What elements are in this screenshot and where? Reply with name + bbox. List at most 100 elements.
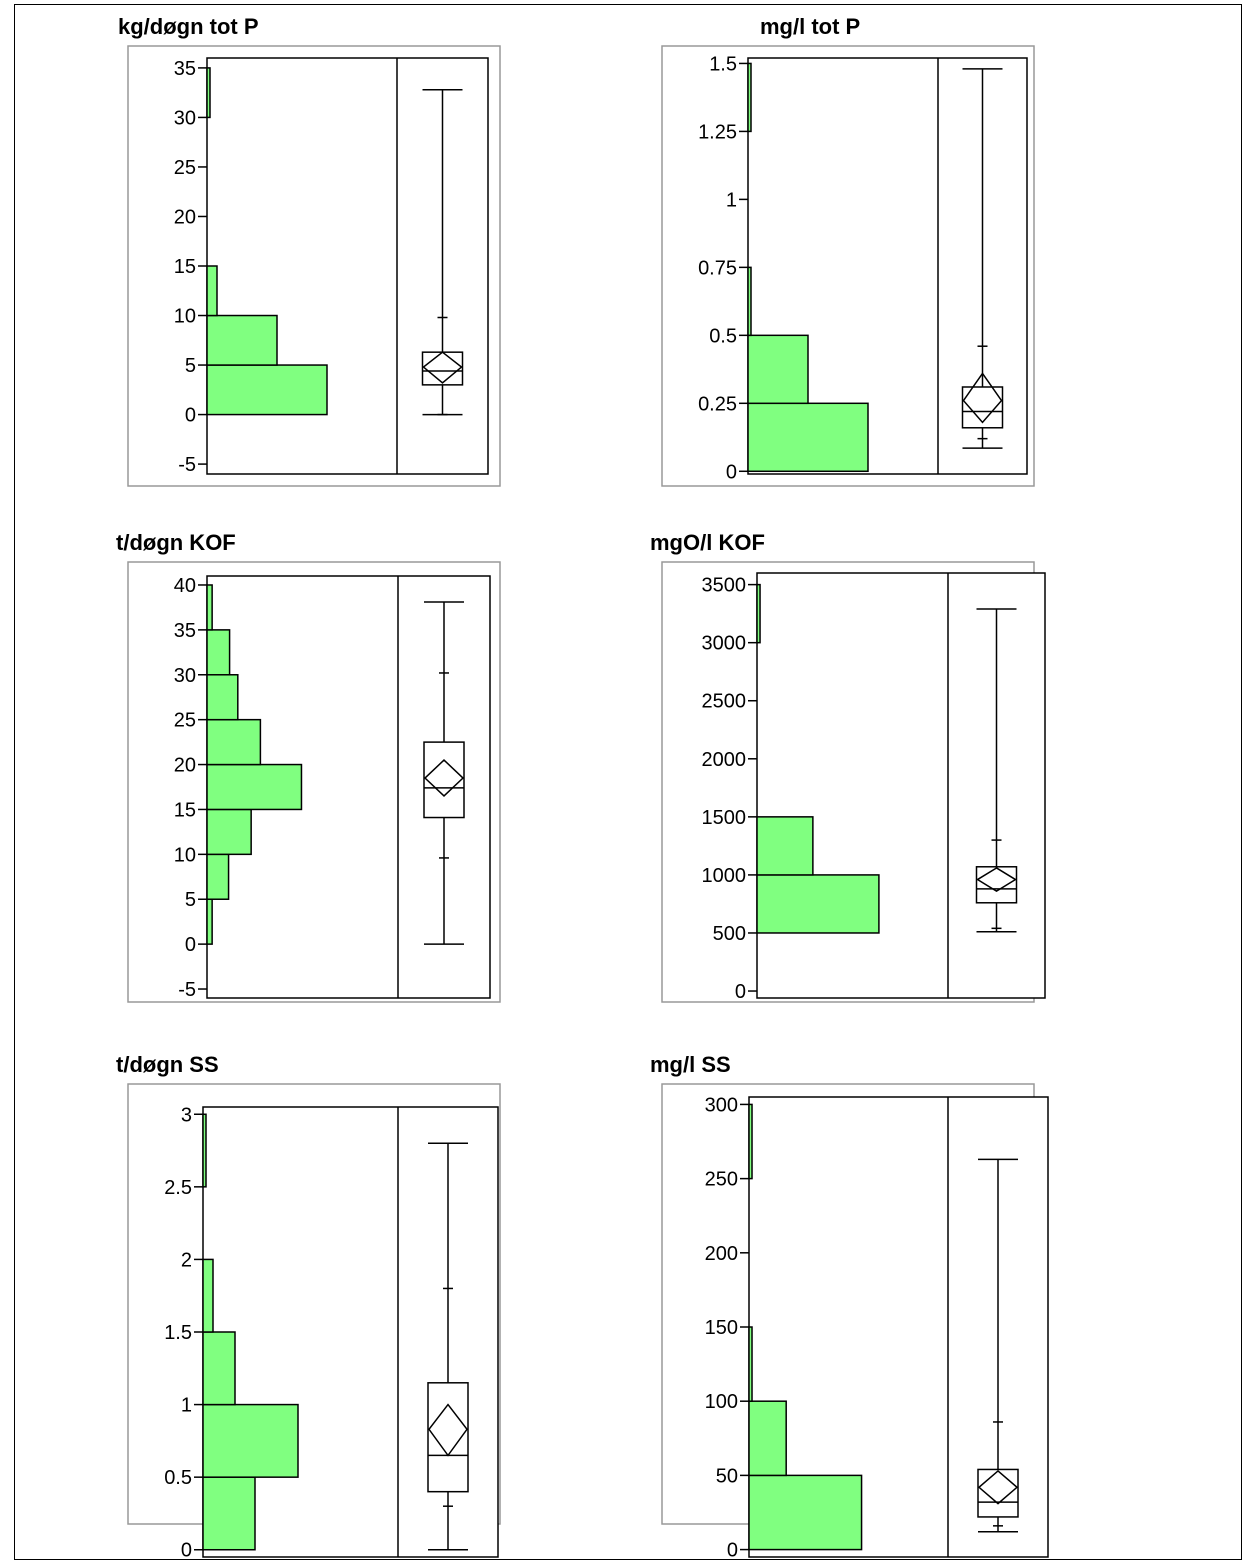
histogram-bar-2: [748, 1326, 753, 1402]
histogram-bar-3: [206, 763, 303, 811]
y-tick-label-3: 1.5: [164, 1322, 192, 1344]
histogram-bar-5: [206, 674, 239, 721]
y-tick-label-3: 0.75: [698, 257, 737, 279]
y-tick-label-3: 1500: [702, 807, 747, 829]
histogram-bar-0: [206, 364, 328, 416]
y-tick-label-1: 500: [713, 923, 746, 945]
y-tick-label-3: 10: [174, 306, 196, 328]
y-tick-label-0: 0: [735, 981, 746, 1003]
y-tick-label-2: 0.5: [709, 325, 737, 347]
histogram-bar-1: [202, 1403, 299, 1478]
y-tick-label-0: 0: [181, 1540, 192, 1562]
mean-diamond: [977, 1469, 1019, 1505]
panel-border: [127, 45, 501, 487]
histogram-bar-3: [206, 67, 211, 119]
y-tick-label-7: 30: [174, 665, 196, 687]
y-tick-label-5: 250: [705, 1169, 738, 1191]
y-tick-label-2: 100: [705, 1391, 738, 1413]
y-tick-label-4: 2000: [702, 749, 747, 771]
mean-diamond: [976, 867, 1017, 893]
chart-panel-0: -5 0 5 10 15 20 25 30 35: [127, 45, 501, 487]
histogram-bar-7: [206, 584, 213, 631]
chart-panel-4: 0 0.5 1 1.5 2 2.5 3: [127, 1083, 501, 1562]
y-tick-label-5: 2500: [702, 691, 747, 713]
panel-title-t-ss: t/døgn SS: [116, 1052, 219, 1077]
y-tick-label-6: 3: [181, 1104, 192, 1126]
box-iqr: [975, 866, 1018, 904]
panel-title-mg-tot-p: mg/l tot P: [760, 14, 861, 39]
y-tick-label-7: 30: [174, 107, 196, 129]
y-tick-label-4: 2: [181, 1249, 192, 1271]
y-tick-label-6: 25: [174, 157, 196, 179]
panel-border: [661, 45, 1035, 487]
chart-panel-5: 0 50 100 150 200 250 300: [661, 1083, 1049, 1562]
y-tick-label-6: 25: [174, 710, 196, 732]
y-tick-label-7: 3500: [702, 575, 747, 597]
histogram-bar-2: [202, 1331, 236, 1406]
y-tick-label-3: 10: [174, 844, 196, 866]
box-iqr: [423, 741, 465, 819]
y-tick-label-3: 150: [705, 1317, 738, 1339]
y-tick-label-2: 5: [185, 355, 196, 377]
y-tick-label-0: 0: [726, 461, 737, 483]
panel-title-kg-tot-p: kg/døgn tot P: [118, 14, 259, 39]
y-tick-label-5: 20: [174, 755, 196, 777]
histogram-bar-6: [206, 629, 231, 676]
y-tick-label-5: 1.25: [698, 121, 737, 143]
y-tick-label-4: 15: [174, 799, 196, 821]
histogram-bar-2: [747, 266, 752, 337]
box-iqr: [421, 351, 464, 386]
y-tick-label-0: 0: [727, 1540, 738, 1562]
panel-title-mg-kof: mgO/l KOF: [650, 530, 765, 555]
plot-frame: [756, 572, 1046, 999]
figure-frame: [14, 4, 1242, 1560]
y-tick-label-1: 0: [185, 405, 196, 427]
box-iqr: [977, 1468, 1019, 1518]
mean-diamond: [423, 759, 465, 798]
histogram-bar-3: [202, 1258, 214, 1333]
mean-diamond: [422, 351, 463, 384]
histogram-bar-0: [748, 1474, 863, 1551]
y-tick-label-4: 1: [726, 189, 737, 211]
histogram-bar-2: [206, 265, 218, 317]
mean-diamond: [428, 1403, 468, 1457]
y-tick-label-6: 300: [705, 1094, 738, 1116]
histogram-bar-4: [206, 718, 262, 766]
y-tick-label-1: 50: [716, 1465, 738, 1487]
panel-border: [127, 561, 501, 1003]
histogram-bar-0: [756, 874, 880, 934]
y-tick-label-4: 200: [705, 1243, 738, 1265]
y-tick-label-4: 15: [174, 256, 196, 278]
histogram-bar-2: [756, 583, 761, 644]
y-tick-label-6: 3000: [702, 633, 747, 655]
histogram-bar-1: [206, 314, 278, 366]
y-tick-label-1: 0.25: [698, 393, 737, 415]
y-tick-label-6: 1.5: [709, 53, 737, 75]
histogram-bar-0: [747, 402, 869, 473]
y-tick-label-5: 20: [174, 206, 196, 228]
y-tick-label-1: 0.5: [164, 1467, 192, 1489]
panel-title-mg-ss: mg/l SS: [650, 1052, 731, 1077]
chart-panel-2: -5 0 5 10 15 20 25 30 35 40: [127, 561, 501, 1003]
histogram-bar-1: [748, 1400, 787, 1477]
y-tick-label-2: 5: [185, 889, 196, 911]
panel-title-t-kof: t/døgn KOF: [116, 530, 236, 555]
y-tick-label-2: 1: [181, 1395, 192, 1417]
y-tick-label-1: 0: [185, 934, 196, 956]
histogram-bar-1: [206, 853, 230, 900]
histogram-bar-1: [747, 334, 809, 405]
y-tick-label-8: 35: [174, 58, 196, 80]
y-tick-label-2: 1000: [702, 865, 747, 887]
histogram-bar-0: [206, 898, 213, 945]
mean-diamond: [962, 372, 1003, 424]
y-tick-label-0: -5: [178, 979, 196, 1001]
y-tick-label-8: 35: [174, 620, 196, 642]
y-tick-label-5: 2.5: [164, 1177, 192, 1199]
histogram-bar-2: [206, 808, 252, 856]
chart-panel-3: 0 500 1000 1500 2000 2500 3000 3500: [661, 561, 1046, 1003]
histogram-bar-1: [756, 816, 814, 876]
chart-panel-1: 0 0.25 0.5 0.75 1 1.25 1.5: [661, 45, 1035, 487]
histogram-bar-3: [747, 62, 752, 133]
y-tick-label-9: 40: [174, 575, 196, 597]
